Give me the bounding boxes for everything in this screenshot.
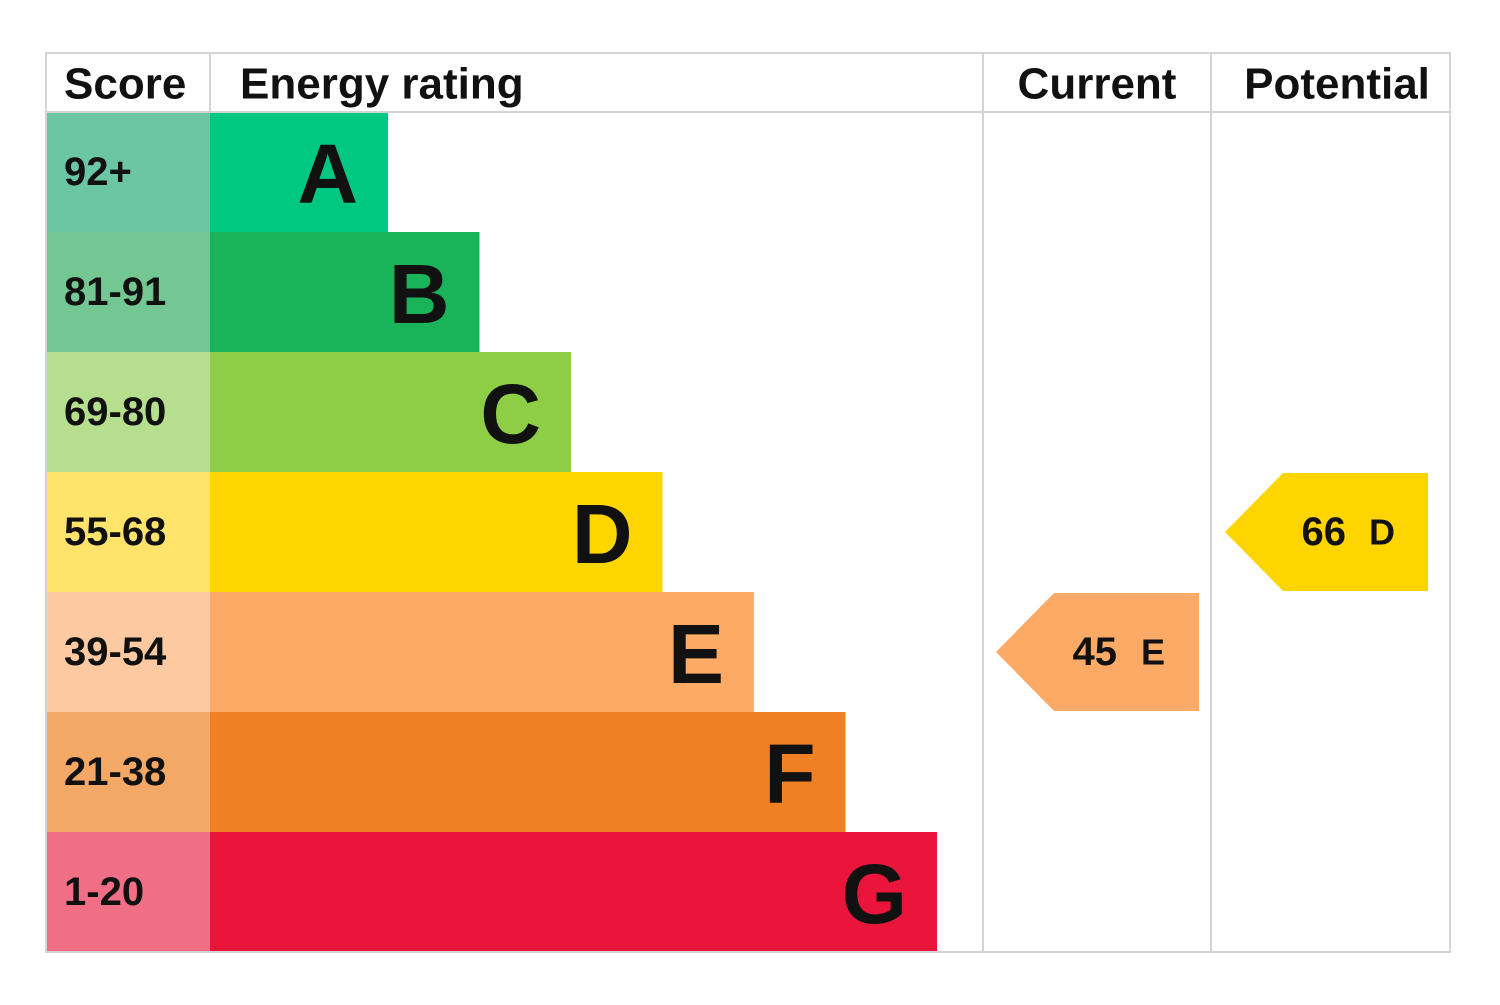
current-letter: E [1141,632,1165,673]
score-label: 1-20 [64,870,144,914]
rating-bar [210,832,937,952]
score-cell [46,112,210,232]
score-cell [46,472,210,592]
potential-score: 66 [1302,510,1347,554]
current-score: 45 [1073,630,1118,674]
score-cell [46,712,210,832]
potential-letter: D [1369,512,1395,553]
rating-letter: E [668,607,724,701]
rating-letter: G [842,847,907,941]
rating-bar [210,352,571,472]
potential-arrow [1225,473,1428,591]
score-cell [46,832,210,952]
score-cell [46,232,210,352]
score-cell [46,592,210,712]
current-arrow [996,593,1199,711]
score-label: 92+ [64,150,132,194]
rating-letter: A [297,127,358,221]
rating-letter: B [389,247,450,341]
header-potential: Potential [1244,60,1430,109]
rating-bar [210,472,663,592]
rating-letter: D [572,487,633,581]
header-score: Score [64,60,186,109]
score-label: 81-91 [64,270,166,314]
rating-bar [210,712,846,832]
header-rating: Energy rating [240,60,524,109]
rating-letter: F [764,727,815,821]
score-label: 21-38 [64,750,166,794]
rating-bar [210,112,388,232]
rating-letter: C [480,367,541,461]
rating-bar [210,592,754,712]
frame [45,52,1451,953]
score-label: 69-80 [64,390,166,434]
rating-bar [210,232,480,352]
score-label: 39-54 [64,630,167,674]
header-current: Current [1018,60,1177,109]
score-cell [46,352,210,472]
score-label: 55-68 [64,510,166,554]
